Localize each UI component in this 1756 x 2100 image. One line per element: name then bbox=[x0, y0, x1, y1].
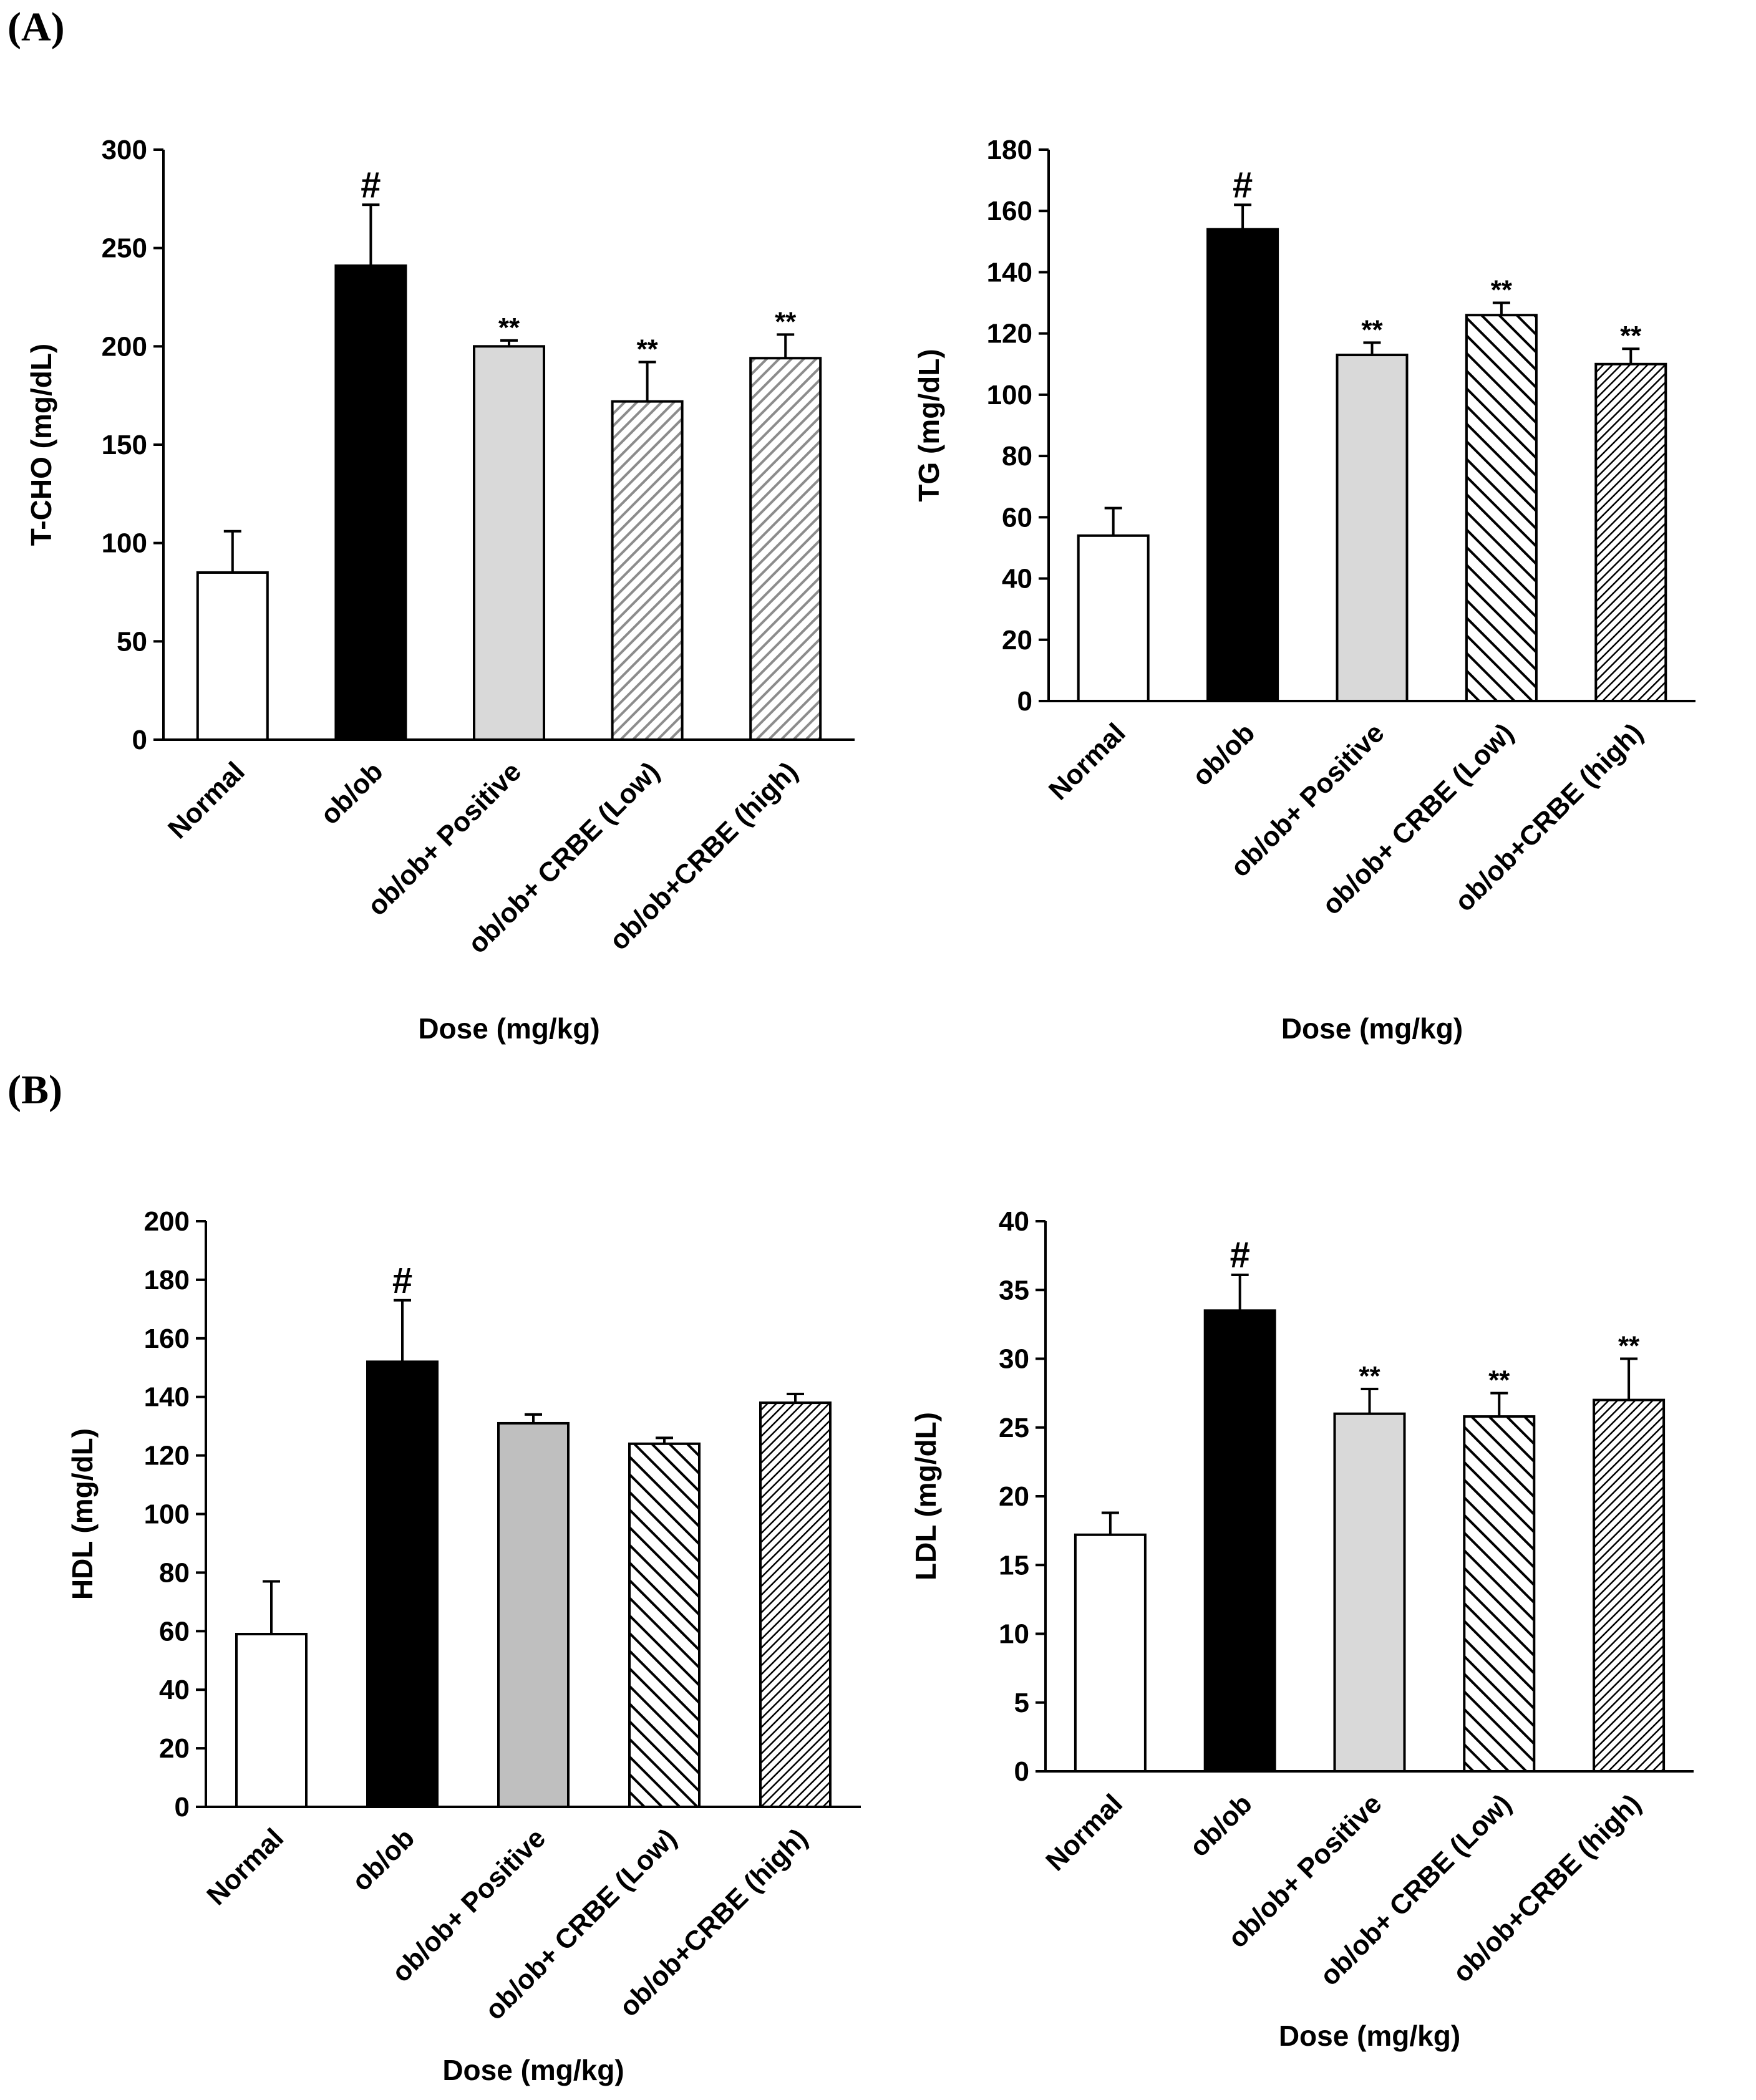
hdl-y-tick-label: 160 bbox=[144, 1323, 190, 1354]
hdl-y-axis-title: HDL (mg/dL) bbox=[66, 1428, 99, 1600]
tg-y-tick-label: 20 bbox=[1002, 625, 1032, 656]
hdl-y-tick-label: 0 bbox=[175, 1792, 190, 1822]
tcho-bar-2 bbox=[473, 345, 545, 741]
hdl-category-label-0: Normal bbox=[201, 1822, 289, 1911]
ldl-y-tick-label: 40 bbox=[999, 1206, 1029, 1237]
tcho-y-tick-label: 50 bbox=[117, 626, 147, 657]
hdl-bar-0 bbox=[235, 1632, 308, 1809]
ldl-significance-1: # bbox=[1230, 1235, 1250, 1275]
hdl-y-tick-label: 120 bbox=[144, 1441, 190, 1471]
ldl-y-axis-title: LDL (mg/dL) bbox=[910, 1412, 942, 1580]
ldl-y-tick-label: 0 bbox=[1014, 1756, 1029, 1787]
tg-significance-3: ** bbox=[1491, 275, 1513, 306]
tg-y-tick-label: 60 bbox=[1002, 502, 1032, 533]
tcho-y-tick-label: 300 bbox=[102, 135, 147, 165]
tg-bar-4 bbox=[1594, 362, 1667, 702]
tg-category-label-1: ob/ob bbox=[1186, 717, 1261, 791]
ldl-y-tick-label: 10 bbox=[999, 1619, 1029, 1650]
tg-significance-4: ** bbox=[1620, 321, 1642, 351]
tcho-category-label-1: ob/ob bbox=[314, 756, 389, 830]
tg-bar-1 bbox=[1206, 228, 1279, 702]
hdl-bar-1 bbox=[366, 1360, 439, 1809]
ldl-bar-3 bbox=[1463, 1415, 1536, 1773]
ldl-y-tick-label: 35 bbox=[999, 1275, 1029, 1305]
ldl-bar-2 bbox=[1333, 1412, 1406, 1773]
hdl-bar-4 bbox=[759, 1401, 832, 1809]
hdl-bar-3 bbox=[628, 1442, 701, 1809]
ldl-bar-4 bbox=[1593, 1398, 1666, 1773]
ldl-y-tick-label: 25 bbox=[999, 1413, 1029, 1443]
tg-bar-0 bbox=[1077, 534, 1150, 702]
tg-y-tick-label: 160 bbox=[987, 196, 1032, 226]
hdl-y-tick-label: 20 bbox=[159, 1733, 190, 1764]
ldl-y-tick-label: 20 bbox=[999, 1481, 1029, 1512]
chart-ldl: 0 5 10 15 20 25 30 35 40 LDL (mg/dL) Normal # ob/ob *… bbox=[910, 1206, 1694, 2052]
hdl-y-tick-label: 40 bbox=[159, 1675, 190, 1705]
ldl-bar-0 bbox=[1074, 1533, 1147, 1773]
tg-y-tick-label: 120 bbox=[987, 319, 1032, 349]
chart-tg: 0 20 40 60 80 100 120 140 160 180 TG (mg/dL) Normal… bbox=[913, 135, 1695, 1045]
hdl-y-tick-label: 100 bbox=[144, 1499, 190, 1530]
tcho-bar-3 bbox=[611, 400, 684, 741]
ldl-y-tick-label: 15 bbox=[999, 1550, 1029, 1580]
tcho-x-axis-title: Dose (mg/kg) bbox=[418, 1012, 599, 1045]
ldl-significance-4: ** bbox=[1618, 1331, 1640, 1362]
tcho-significance-2: ** bbox=[498, 312, 520, 343]
hdl-y-tick-label: 80 bbox=[159, 1557, 190, 1588]
hdl-significance-1: # bbox=[392, 1260, 412, 1301]
tg-y-tick-label: 0 bbox=[1017, 686, 1032, 717]
hdl-y-tick-label: 180 bbox=[144, 1265, 190, 1295]
tcho-y-tick-label: 150 bbox=[102, 430, 147, 460]
hdl-y-tick-label: 140 bbox=[144, 1382, 190, 1413]
hdl-y-tick-label: 60 bbox=[159, 1616, 190, 1647]
tg-y-tick-label: 180 bbox=[987, 135, 1032, 165]
tg-bar-3 bbox=[1465, 314, 1538, 702]
tcho-category-label-0: Normal bbox=[162, 756, 251, 844]
ldl-x-axis-title: Dose (mg/kg) bbox=[1279, 2020, 1460, 2052]
ldl-bar-1 bbox=[1203, 1309, 1276, 1773]
ldl-y-tick-label: 30 bbox=[999, 1344, 1029, 1375]
tg-y-axis-title: TG (mg/dL) bbox=[913, 349, 945, 501]
tg-y-tick-label: 100 bbox=[987, 380, 1032, 410]
tcho-y-tick-label: 0 bbox=[132, 725, 147, 755]
hdl-bar-2 bbox=[497, 1421, 570, 1809]
tg-y-tick-label: 40 bbox=[1002, 564, 1032, 594]
ldl-significance-2: ** bbox=[1359, 1361, 1380, 1391]
tcho-significance-4: ** bbox=[775, 306, 797, 337]
tcho-significance-1: # bbox=[361, 165, 381, 205]
chart-hdl: 0 20 40 60 80 100 120 140 160 180 200 HDL (mg/dL) No… bbox=[66, 1206, 861, 2086]
tg-significance-1: # bbox=[1233, 165, 1253, 205]
ldl-category-label-0: Normal bbox=[1040, 1788, 1128, 1877]
tg-x-axis-title: Dose (mg/kg) bbox=[1281, 1012, 1463, 1045]
hdl-x-axis-title: Dose (mg/kg) bbox=[442, 2054, 624, 2086]
tcho-bar-0 bbox=[196, 571, 269, 741]
tcho-y-tick-label: 200 bbox=[102, 331, 147, 362]
tcho-y-tick-label: 100 bbox=[102, 528, 147, 559]
ldl-y-tick-label: 5 bbox=[1014, 1688, 1029, 1718]
ldl-significance-3: ** bbox=[1488, 1365, 1510, 1396]
hdl-category-label-1: ob/ob bbox=[346, 1822, 420, 1897]
tcho-significance-3: ** bbox=[636, 334, 658, 365]
chart-tcho: 0 50 100 150 200 250 300 T-CHO (mg/dL) Normal # ob… bbox=[25, 135, 855, 1045]
tcho-y-axis-title: T-CHO (mg/dL) bbox=[25, 344, 57, 546]
tcho-y-tick-label: 250 bbox=[102, 233, 147, 264]
panel-label-b: (B) bbox=[7, 1067, 62, 1113]
tg-category-label-0: Normal bbox=[1043, 717, 1132, 806]
tcho-bar-4 bbox=[749, 357, 822, 741]
hdl-y-tick-label: 200 bbox=[144, 1206, 190, 1237]
ldl-category-label-1: ob/ob bbox=[1183, 1788, 1258, 1862]
tg-bar-2 bbox=[1336, 354, 1409, 702]
tg-significance-2: ** bbox=[1361, 314, 1383, 345]
tg-y-tick-label: 80 bbox=[1002, 441, 1032, 472]
panel-label-a: (A) bbox=[7, 4, 65, 50]
tcho-bar-1 bbox=[334, 264, 407, 741]
tg-y-tick-label: 140 bbox=[987, 257, 1032, 288]
